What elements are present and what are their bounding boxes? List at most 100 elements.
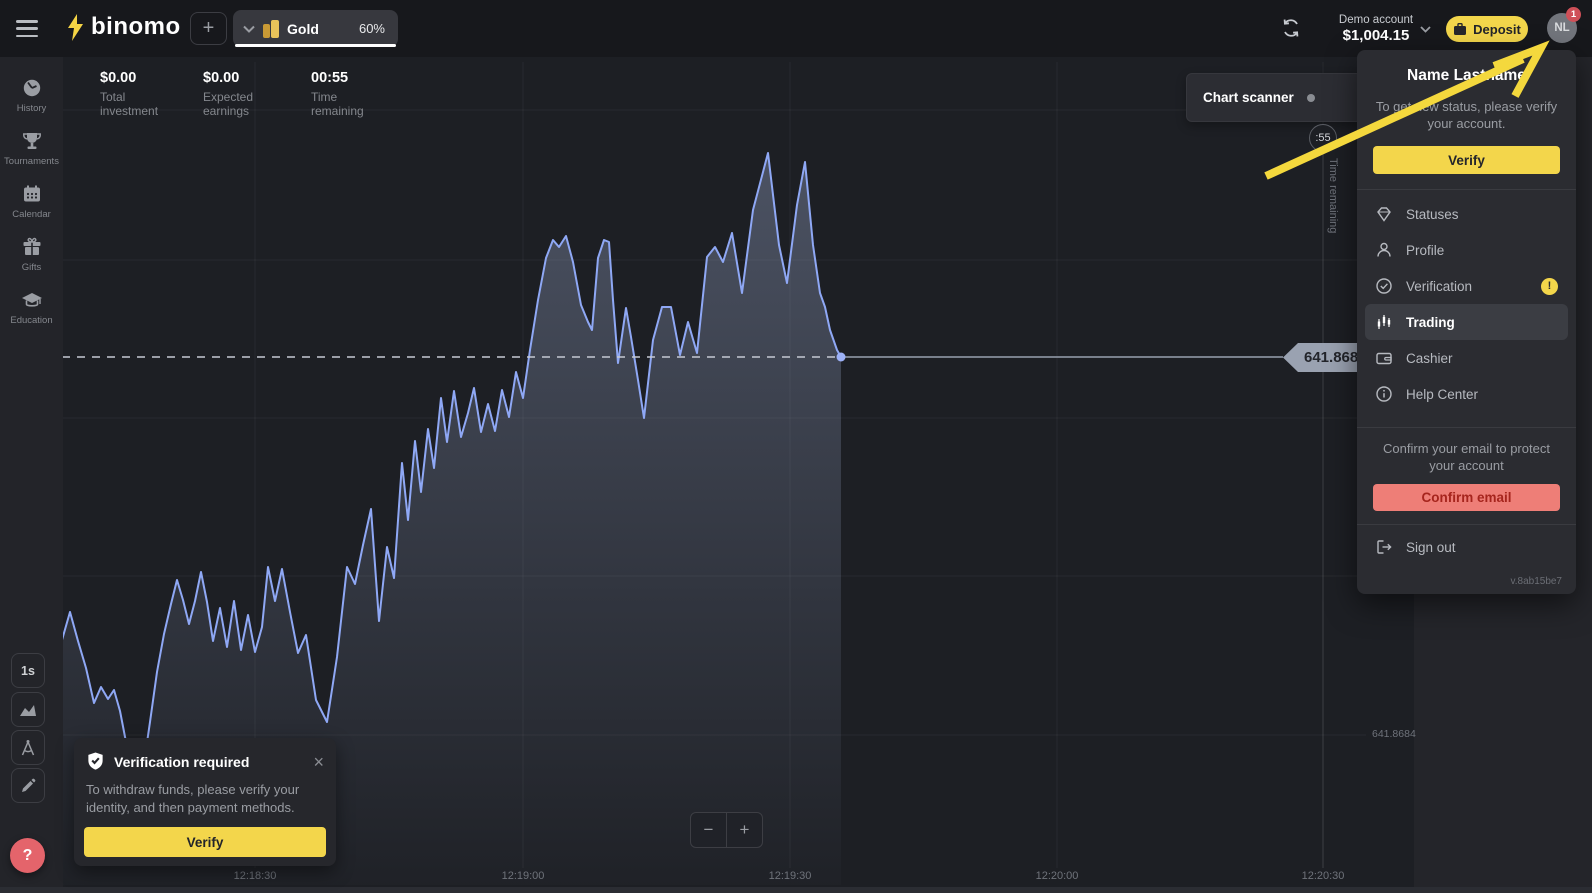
menu-item-trading[interactable]: Trading xyxy=(1365,304,1568,340)
asset-payout: 60% xyxy=(358,21,385,36)
gift-icon xyxy=(23,237,40,255)
close-icon[interactable]: × xyxy=(313,751,324,772)
topbar: binomo + Gold 60% Demo account $1,004.15… xyxy=(0,0,1592,57)
sidebar-item-gifts[interactable]: Gifts xyxy=(0,228,63,281)
menu-verify-button[interactable]: Verify xyxy=(1373,146,1560,174)
menu-item-help-center[interactable]: Help Center xyxy=(1365,376,1568,412)
chevron-down-icon xyxy=(243,25,255,33)
chevron-down-icon xyxy=(1420,25,1431,33)
app-version: v.8ab15be7 xyxy=(1510,576,1562,587)
time-tick-label: 12:20:30 xyxy=(1301,870,1345,882)
area-chart-icon xyxy=(20,704,36,716)
deposit-label: Deposit xyxy=(1473,21,1521,37)
user-icon xyxy=(1377,242,1391,257)
confirm-email-button[interactable]: Confirm email xyxy=(1373,484,1560,511)
check-circle-icon xyxy=(1376,278,1392,294)
chart-zoom-controls: − + xyxy=(690,812,763,848)
menu-item-profile[interactable]: Profile xyxy=(1365,232,1568,268)
timeframe-button[interactable]: 1s xyxy=(11,653,45,688)
notification-badge: 1 xyxy=(1566,7,1581,22)
wallet-icon xyxy=(1376,352,1392,365)
graduation-icon xyxy=(21,293,42,307)
time-tick-label: 12:20:00 xyxy=(1035,870,1079,882)
menu-item-cashier[interactable]: Cashier xyxy=(1365,340,1568,376)
add-asset-button[interactable]: + xyxy=(190,12,227,45)
price-axis-label: 641.8684 xyxy=(1372,728,1416,740)
avatar[interactable]: NL 1 xyxy=(1547,7,1581,43)
deposit-button[interactable]: Deposit xyxy=(1446,16,1528,42)
account-menu: Name Lastname To get new status, please … xyxy=(1357,50,1576,594)
sidebar-item-calendar[interactable]: Calendar xyxy=(0,175,63,228)
toast-verify-button[interactable]: Verify xyxy=(84,827,326,857)
indicators-button[interactable] xyxy=(11,730,45,765)
lightning-icon xyxy=(68,13,83,41)
account-name: Name Lastname xyxy=(1407,67,1526,84)
menu-item-label: Cashier xyxy=(1406,350,1453,366)
sidebar-label: Education xyxy=(10,315,53,326)
pencil-icon xyxy=(22,778,36,792)
menu-item-label: Profile xyxy=(1406,242,1445,258)
time-tick-label: 12:18:30 xyxy=(233,870,277,882)
shield-check-icon xyxy=(88,752,103,770)
verification-toast: Verification required × To withdraw fund… xyxy=(74,738,336,866)
chart-scanner-button[interactable]: Chart scanner xyxy=(1186,73,1362,122)
clock-icon xyxy=(23,79,40,97)
help-button[interactable]: ? xyxy=(10,838,45,873)
menu-item-label: Statuses xyxy=(1406,206,1459,222)
account-type-label: Demo account xyxy=(1338,14,1414,26)
logo-text: binomo xyxy=(91,13,181,40)
sidebar-label: Tournaments xyxy=(4,156,59,167)
gold-bars-icon xyxy=(263,19,279,38)
asset-name: Gold xyxy=(287,20,319,37)
time-tick-label: 12:19:30 xyxy=(768,870,812,882)
menu-item-statuses[interactable]: Statuses xyxy=(1365,196,1568,232)
stat-value: 00:55 xyxy=(311,70,349,86)
stat-label: Expected earnings xyxy=(203,90,254,118)
toast-title: Verification required xyxy=(114,753,250,770)
sidebar-label: Gifts xyxy=(21,262,42,273)
menu-item-label: Trading xyxy=(1406,314,1455,330)
warning-badge-icon: ! xyxy=(1541,277,1558,295)
countdown-timer: :55 xyxy=(1309,124,1337,152)
chart-scanner-label: Chart scanner xyxy=(1203,90,1294,105)
zoom-in-button[interactable]: + xyxy=(726,812,763,848)
account-selector[interactable]: Demo account $1,004.15 xyxy=(1332,8,1436,50)
refresh-balance-icon[interactable] xyxy=(1281,18,1301,38)
menu-item-label: Verification xyxy=(1406,278,1473,294)
chart-type-button[interactable] xyxy=(11,692,45,727)
briefcase-icon xyxy=(1454,22,1467,35)
trophy-icon xyxy=(22,133,41,149)
hamburger-menu-icon[interactable] xyxy=(16,20,38,37)
divider xyxy=(1357,524,1576,525)
binomo-logo[interactable]: binomo xyxy=(66,13,181,41)
sidebar-label: Calendar xyxy=(12,209,51,220)
sign-out-icon xyxy=(1377,540,1392,554)
diamond-icon xyxy=(1377,207,1391,222)
sign-out-button[interactable]: Sign out xyxy=(1357,525,1576,556)
stat-total-investment: $0.00 Total investment xyxy=(100,70,158,118)
scanner-status-dot xyxy=(1306,93,1315,102)
time-tick-label: 12:19:00 xyxy=(501,870,545,882)
left-sidebar: History Tournaments Calendar Gifts Educa… xyxy=(0,57,63,887)
stat-label: Time remaining xyxy=(311,90,364,118)
sidebar-item-education[interactable]: Education xyxy=(0,281,63,334)
toast-body: To withdraw funds, please verify your id… xyxy=(86,782,300,815)
account-balance: $1,004.15 xyxy=(1342,27,1410,44)
asset-tab-gold[interactable]: Gold 60% xyxy=(233,10,398,47)
sidebar-item-history[interactable]: History xyxy=(0,69,63,122)
menu-item-verification[interactable]: Verification ! xyxy=(1365,268,1568,304)
bottom-edge xyxy=(0,887,1592,893)
stat-label: Total investment xyxy=(100,90,159,118)
divider xyxy=(1357,189,1576,190)
calendar-icon xyxy=(23,185,40,202)
email-note: Confirm your email to protect your accou… xyxy=(1383,441,1550,473)
sidebar-label: History xyxy=(16,103,47,114)
zoom-out-button[interactable]: − xyxy=(690,812,727,848)
asset-tab-underline xyxy=(235,44,396,47)
stat-value: $0.00 xyxy=(203,70,240,86)
sidebar-item-tournaments[interactable]: Tournaments xyxy=(0,122,63,175)
drawing-button[interactable] xyxy=(11,768,45,803)
avatar-initials: NL xyxy=(1554,22,1570,34)
